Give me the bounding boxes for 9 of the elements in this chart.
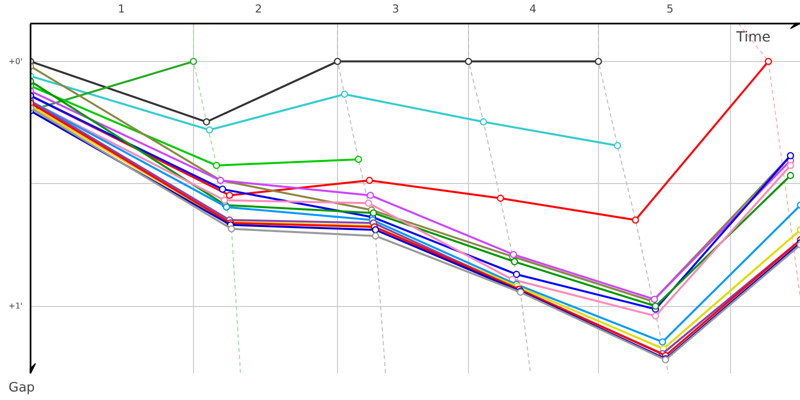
y-tick-label: +1': [8, 302, 23, 311]
y-tick-label: +0': [8, 56, 23, 66]
x-tick-label: 5: [666, 2, 674, 16]
x-axis-title: Time: [735, 30, 771, 46]
x-tick-label: 4: [529, 2, 536, 16]
y-axis-title: Gap: [8, 380, 35, 396]
x-tick-label: 2: [254, 2, 262, 16]
x-tick-label: 3: [392, 2, 400, 16]
x-tick-label: 1: [118, 2, 125, 16]
